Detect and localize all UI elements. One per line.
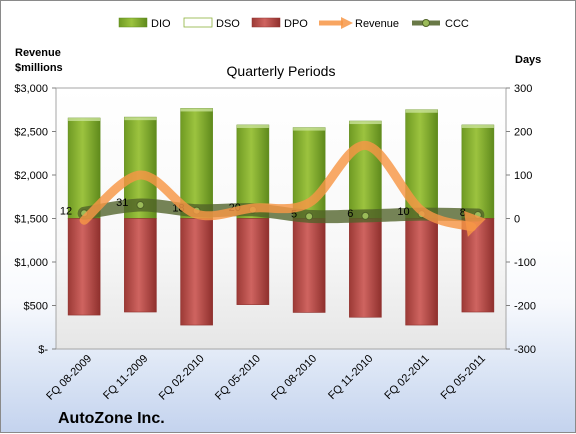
x-tick-label: FQ 08-2009 (44, 353, 94, 403)
legend-label-dso: DSO (216, 18, 240, 30)
right-tick-label: 300 (514, 83, 532, 95)
revenue-arrowhead (463, 210, 486, 237)
x-tick-label: FQ 11-2010 (326, 353, 375, 402)
left-axis-title-line1: Revenue (15, 47, 61, 59)
bar-dio (180, 108, 213, 219)
bar-dpo (67, 218, 101, 316)
x-tick-label: FQ 02-2011 (382, 353, 431, 402)
legend-label-dpo: DPO (284, 18, 308, 30)
bar-dio-cap (349, 121, 382, 125)
right-tick-label: 0 (514, 214, 520, 226)
x-tick-label: FQ 05-2010 (213, 353, 263, 403)
ccc-point (361, 211, 370, 220)
legend-label-revenue: Revenue (355, 18, 399, 30)
right-tick-label: 200 (514, 127, 532, 139)
bar-dio-cap (236, 124, 269, 128)
left-tick-label: $1,500 (14, 214, 48, 226)
bar-dio-cap (461, 124, 494, 128)
bar-dio-cap (180, 108, 213, 112)
left-tick-label: $500 (24, 301, 48, 313)
bar-dpo (292, 218, 326, 313)
ccc-data-label: 8 (460, 207, 466, 219)
x-tick-label: FQ 08-2010 (269, 353, 319, 403)
left-axis-title-line2: $millions (15, 62, 63, 74)
bar-dpo (349, 218, 382, 318)
legend-arrow-revenue (341, 17, 353, 29)
x-tick-label: FQ 05-2011 (439, 353, 488, 402)
x-tick-label: FQ 11-2009 (101, 353, 150, 402)
ccc-data-label: 5 (291, 208, 297, 220)
bar-dio-cap (405, 109, 438, 113)
ccc-data-label: 10 (397, 206, 409, 218)
bar-dio-cap (68, 118, 101, 122)
right-tick-label: -200 (514, 301, 536, 313)
bar-dio (236, 124, 270, 219)
legend-swatch-dpo (251, 17, 281, 28)
ccc-data-label: 6 (347, 208, 353, 220)
bar-dpo (461, 218, 495, 313)
x-tick-label: FQ 02-2010 (157, 353, 207, 403)
x-axis: FQ 08-2009 FQ 11-2009 FQ 02-2010 FQ 05-2010… (44, 353, 488, 403)
ccc-data-label: 12 (60, 205, 72, 217)
bar-dio-cap (293, 127, 326, 131)
legend-label-dio: DIO (151, 18, 171, 30)
right-tick-label: 100 (514, 170, 532, 182)
plot-title: Quarterly Periods (227, 63, 336, 79)
bar-series (67, 108, 495, 326)
bar-dio-cap (124, 117, 157, 121)
right-tick-label: -300 (514, 344, 536, 356)
ccc-point (136, 201, 145, 210)
bar-dpo (180, 218, 213, 326)
left-tick-label: $- (38, 344, 48, 356)
bar-dio (461, 124, 495, 219)
bar-dio (349, 120, 382, 219)
left-tick-label: $1,000 (14, 257, 48, 269)
legend-marker-ccc (422, 19, 430, 27)
bar-dpo (124, 218, 157, 313)
ccc-point (305, 212, 314, 221)
left-axis: $- $500 $1,000 $1,500 $2,000 $2,500 $3,000 (14, 83, 56, 356)
legend-label-ccc: CCC (445, 18, 469, 30)
legend-swatch-dio (118, 17, 148, 28)
left-tick-label: $2,000 (14, 170, 48, 182)
left-tick-label: $2,500 (14, 127, 48, 139)
legend: DIO DSO DPO Revenue CCC (118, 17, 469, 30)
company-name: AutoZone Inc. (58, 410, 165, 427)
bar-dpo (405, 218, 438, 326)
bar-dpo (236, 218, 270, 305)
right-axis-title: Days (515, 54, 541, 66)
right-tick-label: -100 (514, 257, 536, 269)
revenue-line (79, 140, 477, 232)
legend-swatch-dso (183, 17, 213, 28)
ccc-data-label: 31 (116, 197, 128, 209)
left-tick-label: $3,000 (14, 83, 48, 95)
right-axis: -300 -200 -100 0 100 200 300 (506, 83, 536, 356)
